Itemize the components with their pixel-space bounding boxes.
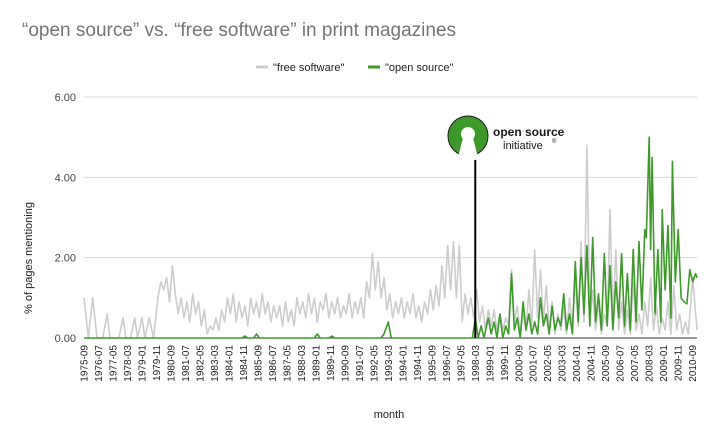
x-tick-label: 2003-03 [558,345,569,382]
x-tick-label: 2009-01 [659,345,670,382]
x-axis-label: month [374,409,405,421]
x-tick-label: 2000-09 [514,345,525,382]
x-tick-label: 2002-05 [543,345,554,382]
x-tick-label: 1994-01 [398,345,409,382]
chart-title: “open source” vs. “free software” in pri… [22,20,457,41]
series-line-open-source [84,136,698,339]
x-tick-label: 1988-03 [297,345,308,382]
osi-logo-text-top: open source [493,125,565,139]
x-tick-label: 1978-03 [123,345,134,382]
series-line-free-software [83,144,698,339]
legend: "free software" "open source" [256,62,453,74]
y-tick-label: 0.00 [55,333,76,345]
y-axis-ticks: 0.00 2.00 4.00 6.00 [55,92,76,345]
series-layer [83,136,698,339]
y-tick-label: 4.00 [55,172,76,184]
x-axis-ticks: 1975-09 1976-07 1977-05 1978-03 1979-01 1979-… [80,345,700,382]
x-tick-label: 1995-09 [427,345,438,382]
x-tick-label: 2005-09 [601,345,612,382]
x-tick-label: 2001-07 [529,345,540,382]
x-tick-label: 1980-09 [166,345,177,382]
y-axis-label: % of pages mentioning [23,202,35,314]
x-tick-label: 1989-01 [311,345,322,382]
x-tick-label: 1976-07 [94,345,105,382]
x-tick-label: 1997-05 [456,345,467,382]
x-tick-label: 1996-07 [442,345,453,382]
osi-keyhole-notch [458,138,478,157]
x-tick-label: 1989-11 [326,345,337,381]
x-tick-label: 1998-03 [471,345,482,382]
x-tick-label: 2004-11 [587,345,598,381]
x-tick-label: 1990-09 [340,345,351,382]
y-tick-label: 6.00 [55,92,76,104]
x-tick-label: 1975-09 [80,345,91,382]
x-tick-label: 1999-01 [485,345,496,382]
x-tick-label: 1999-11 [500,345,511,381]
osi-logo-mark: ® [552,138,557,145]
x-tick-label: 2010-09 [688,345,699,382]
legend-label: "free software" [273,62,344,74]
x-tick-label: 1981-07 [181,345,192,382]
x-tick-label: 1983-03 [210,345,221,382]
x-tick-label: 2009-11 [674,345,685,381]
x-tick-label: 2006-07 [616,345,627,382]
x-tick-label: 2008-03 [645,345,656,382]
x-tick-label: 1977-05 [108,345,119,382]
x-tick-label: 1994-11 [413,345,424,381]
x-tick-label: 1991-07 [355,345,366,382]
x-tick-label: 1987-05 [282,345,293,382]
x-tick-label: 1992-05 [369,345,380,382]
x-tick-label: 2007-05 [630,345,641,382]
osi-keyhole-hole [461,127,475,141]
x-tick-label: 1984-11 [239,345,250,381]
x-tick-label: 1979-11 [152,345,163,381]
y-tick-label: 2.00 [55,253,76,265]
osi-logo-text-bottom: initiative [503,140,543,152]
x-tick-label: 2004-01 [572,345,583,382]
x-tick-label: 1985-09 [253,345,264,382]
x-tick-label: 1984-01 [224,345,235,382]
legend-label: "open source" [385,62,453,74]
x-tick-label: 1982-05 [195,345,206,382]
x-tick-label: 1986-07 [268,345,279,382]
x-tick-label: 1979-01 [137,345,148,382]
x-tick-label: 1993-03 [384,345,395,382]
